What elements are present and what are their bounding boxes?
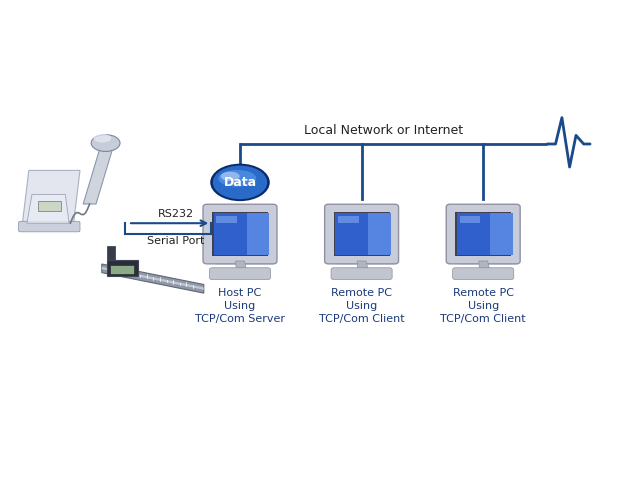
Ellipse shape	[212, 166, 268, 199]
Ellipse shape	[92, 135, 120, 152]
Polygon shape	[27, 194, 69, 223]
FancyBboxPatch shape	[368, 214, 391, 254]
FancyBboxPatch shape	[457, 214, 490, 254]
Ellipse shape	[221, 172, 240, 181]
FancyBboxPatch shape	[209, 268, 271, 279]
FancyBboxPatch shape	[335, 206, 397, 264]
FancyBboxPatch shape	[212, 212, 268, 256]
FancyBboxPatch shape	[38, 201, 61, 211]
FancyBboxPatch shape	[324, 204, 399, 264]
FancyBboxPatch shape	[331, 268, 392, 279]
Polygon shape	[102, 264, 204, 293]
FancyBboxPatch shape	[457, 206, 518, 264]
Text: Remote PC
Using
TCP/Com Client: Remote PC Using TCP/Com Client	[440, 288, 526, 324]
Text: Remote PC
Using
TCP/Com Client: Remote PC Using TCP/Com Client	[319, 288, 404, 324]
FancyBboxPatch shape	[335, 214, 368, 254]
Ellipse shape	[210, 164, 270, 201]
Polygon shape	[107, 246, 115, 260]
FancyBboxPatch shape	[446, 204, 520, 264]
Ellipse shape	[218, 170, 257, 187]
FancyBboxPatch shape	[214, 206, 275, 264]
FancyBboxPatch shape	[452, 268, 514, 279]
Text: Host PC
Using
TCP/Com Server: Host PC Using TCP/Com Server	[195, 288, 285, 324]
FancyBboxPatch shape	[203, 204, 277, 264]
FancyBboxPatch shape	[455, 212, 511, 256]
Text: RS232: RS232	[158, 209, 194, 218]
Polygon shape	[357, 261, 368, 271]
FancyBboxPatch shape	[490, 214, 513, 254]
Polygon shape	[236, 261, 246, 271]
Text: Serial Port: Serial Port	[147, 236, 205, 246]
Polygon shape	[22, 170, 80, 223]
FancyBboxPatch shape	[19, 221, 80, 232]
Text: Local Network or Internet: Local Network or Internet	[305, 124, 463, 137]
Ellipse shape	[93, 134, 111, 143]
FancyBboxPatch shape	[460, 216, 480, 223]
Polygon shape	[479, 261, 490, 271]
Polygon shape	[83, 146, 113, 204]
Polygon shape	[102, 267, 204, 290]
FancyBboxPatch shape	[338, 216, 358, 223]
Text: Data: Data	[223, 176, 257, 189]
Polygon shape	[107, 260, 138, 276]
FancyBboxPatch shape	[214, 214, 246, 254]
FancyBboxPatch shape	[216, 216, 237, 223]
FancyBboxPatch shape	[110, 265, 134, 274]
FancyBboxPatch shape	[333, 212, 390, 256]
FancyBboxPatch shape	[246, 214, 269, 254]
